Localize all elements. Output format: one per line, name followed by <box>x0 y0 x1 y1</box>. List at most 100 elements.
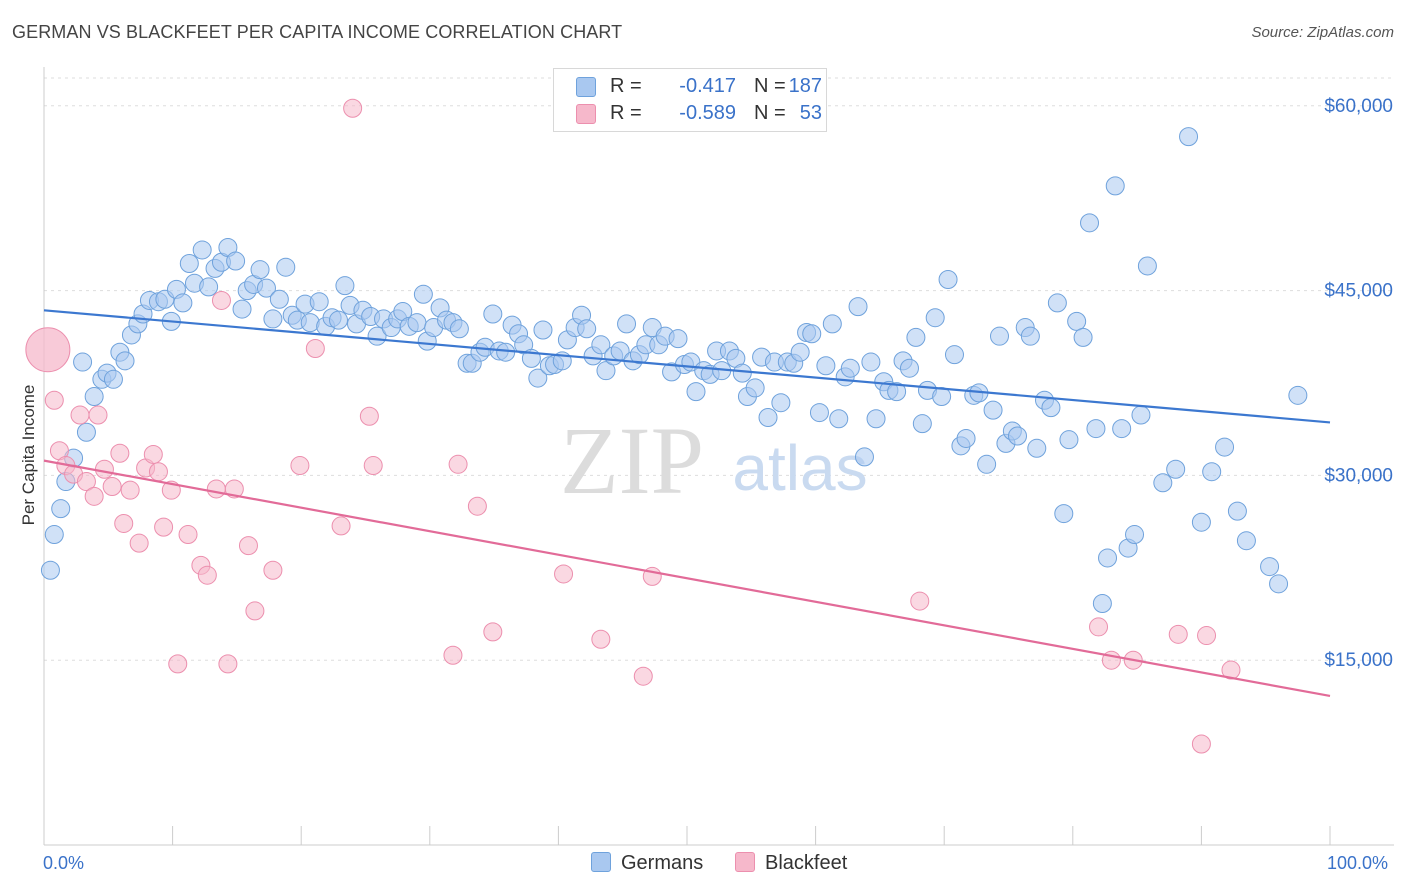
blackfeet-point <box>363 456 383 476</box>
blackfeet-point <box>1197 626 1217 646</box>
bottom-legend-germans: Germans <box>591 852 703 875</box>
germans-legend-label: Germans <box>621 852 704 874</box>
german-point <box>232 299 252 319</box>
x-min-label: 0.0% <box>43 853 85 873</box>
germans-swatch <box>576 77 596 97</box>
blackfeet-point <box>218 654 238 674</box>
german-point <box>1202 462 1222 482</box>
blackfeet-legend-swatch <box>735 852 755 872</box>
blackfeet-point <box>120 480 140 500</box>
y-tick-label: $60,000 <box>1324 96 1393 117</box>
german-point <box>1027 438 1047 458</box>
german-point <box>977 454 997 474</box>
german-point <box>686 382 706 402</box>
correlation-legend: R = -0.417 N = 187 R = -0.589 N = 53 <box>553 68 827 132</box>
blackfeet-point <box>290 456 310 476</box>
german-point <box>199 277 219 297</box>
german-point <box>668 329 688 349</box>
german-point <box>335 276 355 296</box>
german-point <box>809 403 829 423</box>
german-point <box>1125 525 1145 545</box>
blackfeet-points <box>25 98 1241 754</box>
german-point <box>745 378 765 398</box>
german-point <box>449 319 469 339</box>
german-point <box>1080 213 1100 233</box>
german-point <box>51 499 71 519</box>
german-point <box>790 342 810 362</box>
german-point <box>1105 176 1125 196</box>
blackfeet-point <box>910 591 930 611</box>
blackfeet-point <box>143 444 163 464</box>
blackfeet-point <box>448 454 468 474</box>
german-point <box>1215 437 1235 457</box>
german-point <box>732 363 752 383</box>
blackfeet-trend-line <box>43 459 1331 698</box>
trend-lines <box>43 309 1331 698</box>
blackfeet-point <box>245 601 265 621</box>
german-point <box>76 422 96 442</box>
german-point <box>887 382 907 402</box>
blackfeet-point <box>88 405 108 425</box>
blackfeet-point <box>224 479 244 499</box>
n-label: N = <box>754 75 786 97</box>
y-tick-label: $15,000 <box>1324 650 1393 671</box>
germans-legend-swatch <box>591 852 611 872</box>
german-point <box>758 407 778 427</box>
german-point <box>192 240 212 260</box>
german-point <box>617 314 637 334</box>
blackfeet-point <box>343 98 363 118</box>
german-point <box>983 400 1003 420</box>
german-point <box>1112 419 1132 439</box>
german-point <box>932 387 952 407</box>
german-point <box>1227 501 1247 521</box>
german-point <box>1008 426 1028 446</box>
german-point <box>816 356 836 376</box>
y-tick-label: $30,000 <box>1324 465 1393 486</box>
german-point <box>840 358 860 378</box>
blackfeet-point <box>1168 624 1188 644</box>
german-point <box>276 257 296 277</box>
german-point <box>173 293 193 313</box>
watermark-zip: ZIP <box>560 407 704 514</box>
y-tick-labels: $15,000 $30,000 $45,000 $60,000 <box>1324 96 1393 671</box>
german-point <box>866 409 886 429</box>
blackfeet-point <box>206 479 226 499</box>
blackfeet-point <box>25 327 71 373</box>
german-point <box>1137 256 1157 276</box>
blackfeet-n-value: 53 <box>799 102 822 124</box>
german-point <box>263 309 283 329</box>
germans-r-value: -0.417 <box>679 75 736 97</box>
german-point <box>596 361 616 381</box>
german-point <box>1098 548 1118 568</box>
blackfeet-legend-label: Blackfeet <box>765 852 848 874</box>
blackfeet-point <box>178 525 198 545</box>
germans-points <box>40 127 1308 614</box>
axes <box>43 67 1394 846</box>
blackfeet-swatch <box>576 104 596 124</box>
german-point <box>1236 531 1256 551</box>
german-point <box>413 284 433 304</box>
german-point <box>802 324 822 344</box>
german-point <box>577 319 597 339</box>
german-point <box>938 270 958 290</box>
german-point <box>1260 557 1280 577</box>
blackfeet-point <box>70 405 90 425</box>
german-point <box>250 260 270 280</box>
german-point <box>1020 326 1040 346</box>
blackfeet-point <box>443 645 463 665</box>
german-point <box>925 308 945 328</box>
blackfeet-point <box>633 666 653 686</box>
german-point <box>269 289 289 309</box>
german-point <box>528 368 548 388</box>
german-point <box>989 326 1009 346</box>
blackfeet-point <box>331 516 351 536</box>
german-point <box>1073 327 1093 347</box>
german-point <box>179 253 199 273</box>
blackfeet-point <box>114 513 134 533</box>
blackfeet-point <box>154 517 174 537</box>
german-point <box>44 525 64 545</box>
blackfeet-point <box>1191 734 1211 754</box>
watermark-atlas: atlas <box>732 432 867 504</box>
german-point <box>256 278 276 298</box>
german-point <box>591 335 611 355</box>
